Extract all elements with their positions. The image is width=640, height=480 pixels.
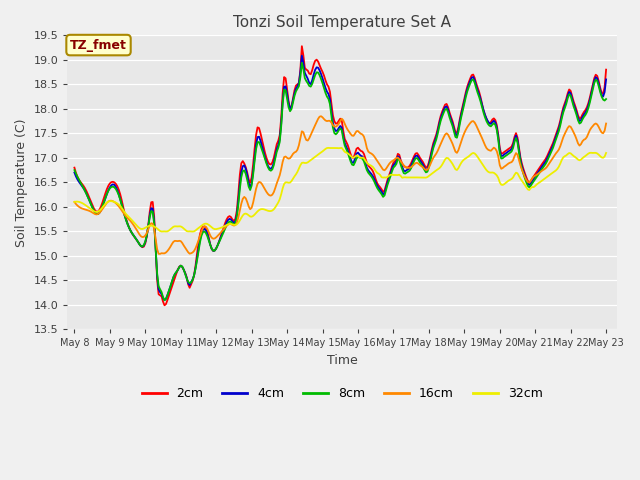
Legend: 2cm, 4cm, 8cm, 16cm, 32cm: 2cm, 4cm, 8cm, 16cm, 32cm — [136, 383, 547, 406]
X-axis label: Time: Time — [326, 354, 357, 367]
Text: TZ_fmet: TZ_fmet — [70, 38, 127, 51]
Title: Tonzi Soil Temperature Set A: Tonzi Soil Temperature Set A — [233, 15, 451, 30]
Y-axis label: Soil Temperature (C): Soil Temperature (C) — [15, 118, 28, 247]
